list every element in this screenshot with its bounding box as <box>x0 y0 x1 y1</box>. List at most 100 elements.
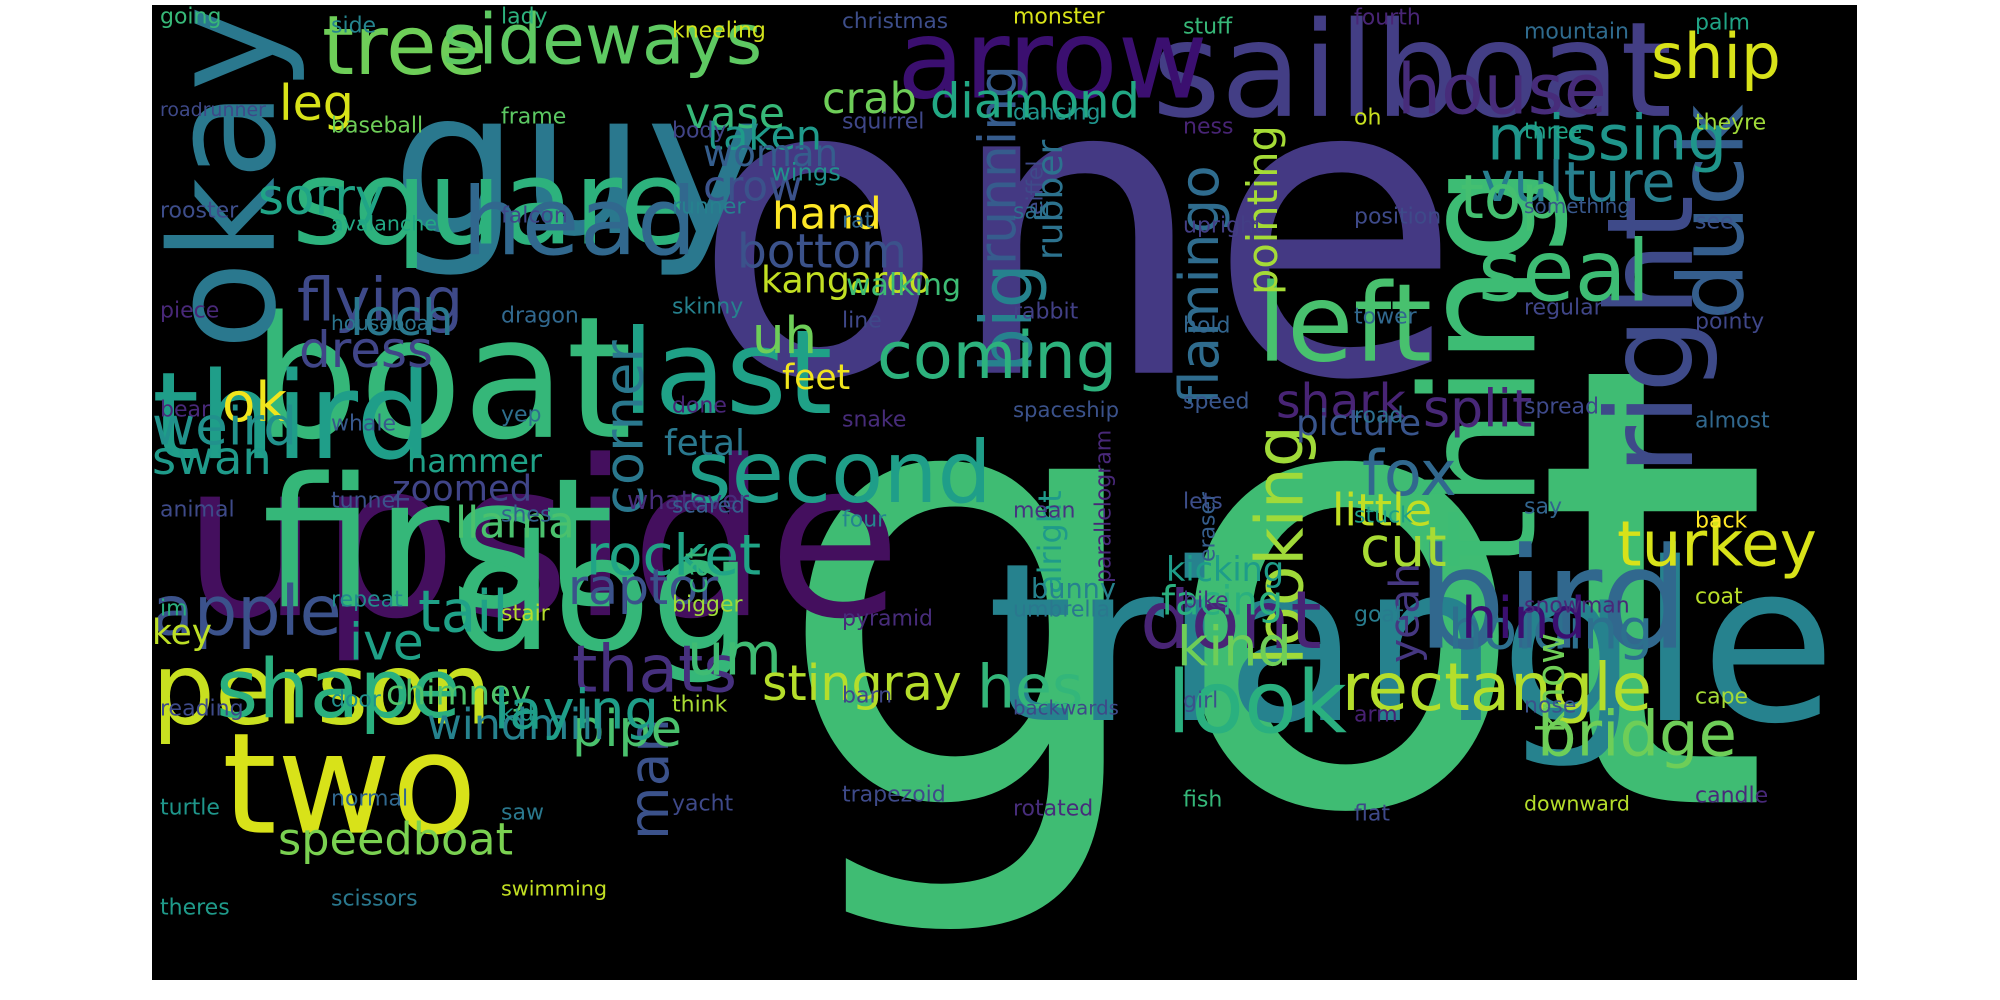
word: bottom <box>737 223 907 279</box>
word: runner <box>672 193 746 219</box>
word: tail <box>418 577 509 646</box>
word: bunny <box>1031 572 1116 605</box>
word: see <box>1695 208 1734 234</box>
word: cut <box>1360 515 1447 580</box>
word: nose <box>1524 692 1577 718</box>
word: bike <box>1183 587 1229 613</box>
word: mean <box>1013 497 1076 523</box>
word: side <box>331 12 377 38</box>
word: piece <box>160 297 220 323</box>
word: normal <box>331 785 409 811</box>
word: baseball <box>331 112 424 138</box>
word: cat <box>679 547 715 594</box>
word: kind <box>1177 615 1292 679</box>
word: rat <box>842 207 874 233</box>
word: first <box>262 438 614 650</box>
word: speed <box>1183 388 1250 414</box>
word: dog <box>452 500 753 688</box>
word: second <box>687 422 992 523</box>
word: person <box>152 631 492 748</box>
word: leg <box>279 74 354 132</box>
word: road <box>1354 402 1404 428</box>
word: pointy <box>1695 308 1765 334</box>
word: rooster <box>160 197 239 223</box>
word: christmas <box>842 8 949 34</box>
word: avalanche <box>331 211 438 236</box>
word: sailboat <box>1152 5 1673 148</box>
word: walking <box>846 267 962 303</box>
word: four <box>842 506 887 532</box>
word: raptor <box>568 558 719 616</box>
word: facing <box>1161 577 1284 625</box>
word: arrow <box>897 5 1208 124</box>
word: lets <box>1183 488 1223 514</box>
word: coming <box>877 317 1118 394</box>
word: skinny <box>672 293 744 319</box>
word: almost <box>1695 407 1770 433</box>
word: tunnel <box>331 487 402 513</box>
word: fourth <box>1354 5 1421 30</box>
word: rocket <box>586 521 762 588</box>
word: square <box>292 134 692 272</box>
word: body <box>672 117 727 143</box>
word: falcon <box>501 202 568 228</box>
word: thats <box>572 631 738 707</box>
word: lady <box>501 5 548 29</box>
word: crab <box>822 73 917 124</box>
word: squirrel <box>842 108 925 134</box>
word: say <box>1524 493 1562 519</box>
word: ness <box>1183 113 1234 139</box>
word: shape <box>216 641 461 737</box>
word: stuff <box>1183 13 1233 39</box>
word: rabbit <box>1013 298 1079 324</box>
word: seal <box>1478 221 1651 321</box>
word: last <box>622 304 833 441</box>
word: swan <box>152 430 272 486</box>
word: swimming <box>501 876 608 901</box>
word: scared <box>672 492 746 518</box>
word: taken <box>707 111 822 160</box>
word: stair <box>501 600 550 626</box>
word: boat <box>252 279 633 478</box>
word: ok <box>222 370 288 434</box>
word: arm <box>1354 701 1398 727</box>
word: repeat <box>331 586 403 612</box>
word: upright <box>1183 212 1263 238</box>
word: scissors <box>331 885 418 911</box>
word: sorry <box>258 167 385 226</box>
word: done <box>672 392 727 418</box>
word: spread <box>1524 393 1599 419</box>
word: think <box>672 691 728 717</box>
word: fetal <box>664 421 745 464</box>
word: parallelogram <box>1090 429 1116 583</box>
word: feet <box>782 356 851 398</box>
word: laying <box>494 678 659 742</box>
word: split <box>1423 378 1533 440</box>
word: monster <box>1013 5 1105 29</box>
word: umbrella <box>1013 596 1111 622</box>
word: bigger <box>672 591 743 617</box>
word: reading <box>160 695 244 721</box>
word: got <box>772 235 1772 949</box>
word: dont <box>1140 573 1322 668</box>
word: kneeling <box>672 17 766 43</box>
word: speedboat <box>278 812 514 866</box>
word: holding <box>1448 597 1654 662</box>
word: mountain <box>1524 18 1629 44</box>
word: wings <box>771 157 841 187</box>
word: kicking <box>1166 549 1285 590</box>
word: yep <box>501 401 542 427</box>
word: picture <box>1296 401 1422 444</box>
word: palm <box>1695 9 1750 35</box>
word: whale <box>331 410 397 436</box>
word: hold <box>1183 312 1231 338</box>
word: stingray <box>762 654 962 712</box>
word: house <box>1397 48 1607 131</box>
word: yacht <box>672 790 734 816</box>
word-cloud: one got upside triangle guy boat thing d… <box>152 5 1857 980</box>
word: roadrunner <box>160 98 266 121</box>
word: cape <box>1695 683 1749 709</box>
word: vulture <box>1481 150 1676 215</box>
word: sail <box>1013 198 1051 224</box>
word: crow <box>703 161 803 211</box>
